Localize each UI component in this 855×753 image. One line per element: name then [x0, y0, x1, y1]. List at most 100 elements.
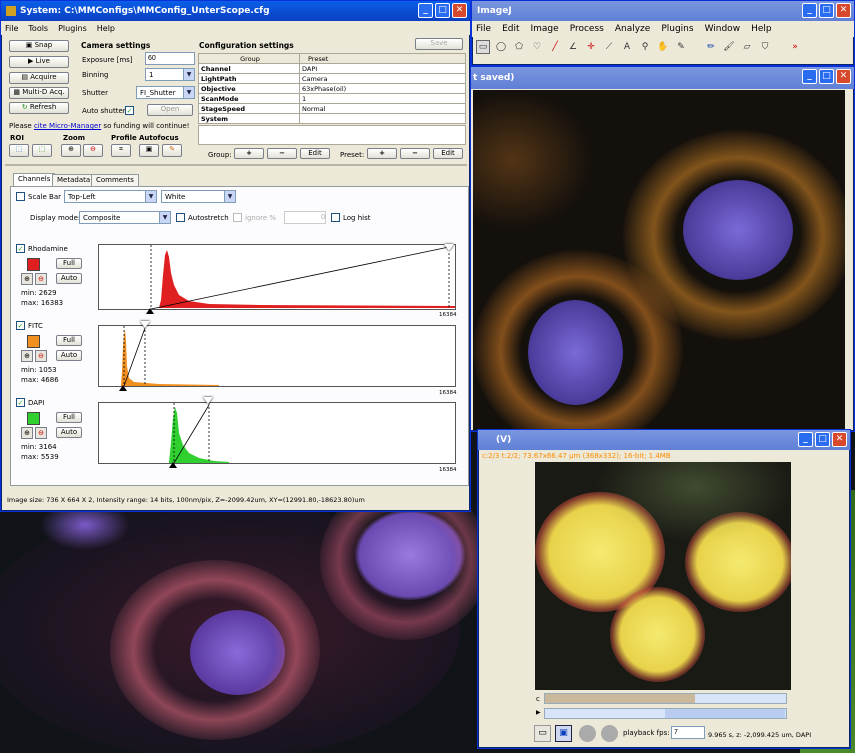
menu-tools[interactable]: Tools: [28, 23, 49, 33]
save-icon[interactable]: ▣: [555, 725, 572, 742]
autostretch-checkbox[interactable]: ✓: [176, 213, 185, 222]
fitc-min-handle[interactable]: [119, 385, 127, 391]
close-icon[interactable]: ✕: [836, 3, 851, 18]
remove-group-button[interactable]: −: [267, 148, 297, 159]
fitc-checkbox[interactable]: ✓: [16, 321, 25, 330]
table-row[interactable]: System: [198, 113, 466, 124]
polygon-icon[interactable]: ⬠: [515, 42, 523, 52]
ignore-checkbox[interactable]: ✓: [233, 213, 242, 222]
table-row[interactable]: StageSpeed Normal: [198, 103, 466, 114]
display-mode-select[interactable]: Composite ▼: [79, 211, 171, 224]
close-icon[interactable]: ✕: [452, 3, 467, 18]
tab-metadata[interactable]: Metadata: [52, 174, 96, 186]
zoom-out-icon[interactable]: ⊖: [83, 144, 103, 157]
freehand-icon[interactable]: ♡: [532, 42, 542, 52]
rhodamine-min-handle[interactable]: [146, 308, 154, 314]
record-icon[interactable]: [579, 725, 596, 742]
close-icon[interactable]: ✕: [832, 432, 847, 447]
oval-icon[interactable]: ◯: [495, 42, 507, 52]
maximize-icon[interactable]: □: [819, 3, 834, 18]
zoom-in-icon[interactable]: ⊕: [21, 427, 33, 439]
tab-channels[interactable]: Channels: [13, 173, 56, 186]
add-preset-button[interactable]: +: [367, 148, 397, 159]
dapi-max-handle[interactable]: [203, 397, 213, 404]
minimize-icon[interactable]: _: [798, 432, 813, 447]
rhodamine-full-button[interactable]: Full: [56, 258, 82, 269]
rhodamine-checkbox[interactable]: ✓: [16, 244, 25, 253]
menu-plugins[interactable]: Plugins: [661, 24, 694, 34]
time-slider[interactable]: [544, 708, 787, 719]
config-preset-cell[interactable]: [299, 113, 466, 124]
rhodamine-color-swatch[interactable]: [27, 258, 40, 271]
config-preset-cell[interactable]: 63xPhase(oil): [299, 83, 466, 94]
config-preset-cell[interactable]: DAPI: [299, 63, 466, 74]
table-row[interactable]: ScanMode 1: [198, 93, 466, 104]
menu-process[interactable]: Process: [569, 24, 604, 34]
mda-button[interactable]: ▦ Multi-D Acq.: [9, 87, 69, 99]
refresh-button[interactable]: ↻ Refresh: [9, 102, 69, 114]
minimize-icon[interactable]: _: [418, 3, 433, 18]
maximize-icon[interactable]: □: [435, 3, 450, 18]
minimize-icon[interactable]: _: [802, 69, 817, 84]
config-preset-cell[interactable]: 1: [299, 93, 466, 104]
time-slider-play-icon[interactable]: ▶: [536, 709, 541, 716]
scalebar-checkbox[interactable]: ✓: [16, 192, 25, 201]
channel-slider[interactable]: [544, 693, 787, 704]
minimize-icon[interactable]: _: [802, 3, 817, 18]
table-row[interactable]: Channel DAPI: [198, 63, 466, 74]
save-config-button[interactable]: Save: [415, 38, 463, 50]
stop-icon[interactable]: [601, 725, 618, 742]
acquire-button[interactable]: ▤ Acquire: [9, 72, 69, 84]
menu-edit[interactable]: Edit: [502, 24, 520, 34]
zoom-in-icon[interactable]: ⊕: [21, 273, 33, 285]
dapi-histogram[interactable]: [98, 402, 456, 464]
roi-clear-icon[interactable]: ⬚: [32, 144, 52, 157]
autoshutter-checkbox[interactable]: ✓: [125, 106, 134, 115]
tab-comments[interactable]: Comments: [91, 174, 139, 186]
rhodamine-max-handle[interactable]: [444, 244, 454, 251]
menu-image[interactable]: Image: [530, 24, 559, 34]
fps-input[interactable]: [671, 726, 705, 739]
remove-preset-button[interactable]: −: [400, 148, 430, 159]
loghist-checkbox[interactable]: ✓: [331, 213, 340, 222]
angle-icon[interactable]: ∠: [568, 42, 578, 52]
text-icon[interactable]: A: [623, 42, 631, 52]
dapi-auto-button[interactable]: Auto: [56, 427, 82, 438]
dapi-color-swatch[interactable]: [27, 412, 40, 425]
snap-button[interactable]: ▣ Snap: [9, 40, 69, 52]
ignore-input[interactable]: [284, 211, 326, 224]
edit-preset-button[interactable]: Edit: [433, 148, 463, 159]
add-group-button[interactable]: +: [234, 148, 264, 159]
maximize-icon[interactable]: □: [819, 69, 834, 84]
menu-file[interactable]: File: [476, 24, 492, 34]
zoom-in-icon[interactable]: ⊕: [21, 350, 33, 362]
maximize-icon[interactable]: □: [815, 432, 830, 447]
autofocus-icon[interactable]: ▣: [139, 144, 159, 157]
menu-file[interactable]: File: [5, 23, 19, 33]
menu-window[interactable]: Window: [704, 24, 741, 34]
table-row[interactable]: LightPath Camera: [198, 73, 466, 84]
fitc-color-swatch[interactable]: [27, 335, 40, 348]
time-slider-thumb[interactable]: [665, 709, 785, 718]
dropper-icon[interactable]: ✎: [677, 42, 685, 52]
profile-icon[interactable]: ⌗: [111, 144, 131, 157]
zoom-out-icon[interactable]: ⊖: [35, 427, 47, 439]
fitc-auto-button[interactable]: Auto: [56, 350, 82, 361]
point-icon[interactable]: ✛: [587, 42, 595, 52]
brush-icon[interactable]: 🖌: [723, 42, 735, 52]
rect-icon[interactable]: ▭: [476, 40, 490, 54]
fitc-max-handle[interactable]: [140, 321, 150, 328]
open-button[interactable]: Open: [147, 104, 193, 116]
zoom-out-icon[interactable]: ⊖: [35, 350, 47, 362]
menu-help[interactable]: Help: [96, 23, 116, 33]
roi-set-icon[interactable]: ⬚: [9, 144, 29, 157]
rhodamine-histogram[interactable]: [98, 244, 456, 310]
close-icon[interactable]: ✕: [836, 69, 851, 84]
zoom-out-icon[interactable]: ⊖: [35, 273, 47, 285]
fill-icon[interactable]: ⛉: [761, 42, 769, 52]
autofocus-settings-icon[interactable]: ✎: [162, 144, 182, 157]
scalebar-color-select[interactable]: White ▼: [161, 190, 236, 203]
magnifier-icon[interactable]: ⚲: [641, 42, 649, 52]
edit-group-button[interactable]: Edit: [300, 148, 330, 159]
config-preset-cell[interactable]: Camera: [299, 73, 466, 84]
